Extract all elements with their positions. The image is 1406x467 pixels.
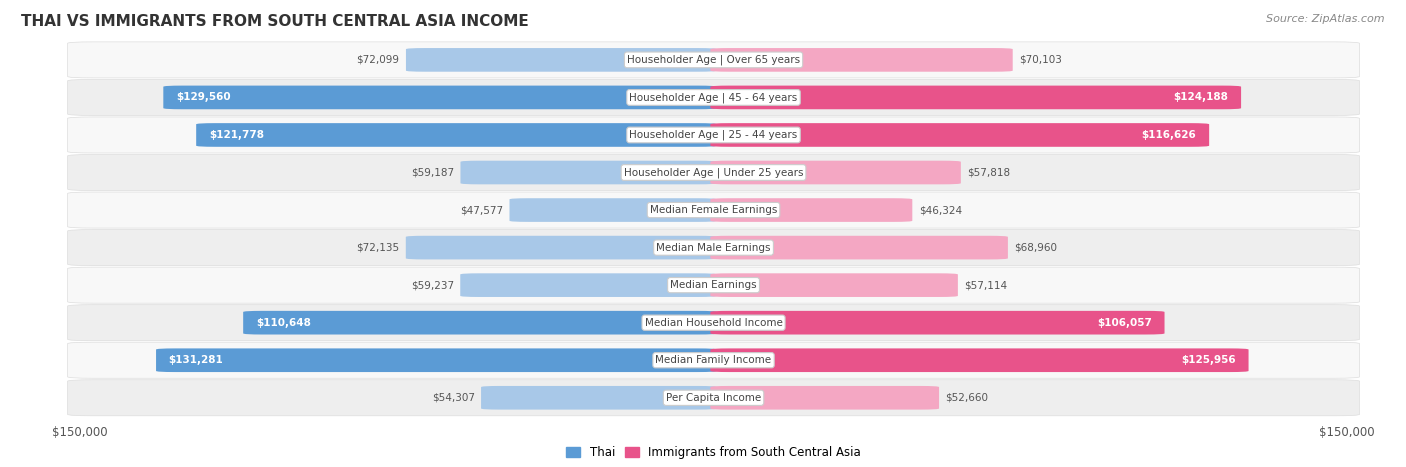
Text: Source: ZipAtlas.com: Source: ZipAtlas.com <box>1267 14 1385 24</box>
Text: Median Female Earnings: Median Female Earnings <box>650 205 778 215</box>
Text: $106,057: $106,057 <box>1097 318 1152 328</box>
FancyBboxPatch shape <box>67 192 1360 228</box>
Text: Householder Age | Under 25 years: Householder Age | Under 25 years <box>624 167 803 178</box>
Text: Median Household Income: Median Household Income <box>644 318 783 328</box>
FancyBboxPatch shape <box>710 123 1209 147</box>
FancyBboxPatch shape <box>67 117 1360 153</box>
FancyBboxPatch shape <box>406 48 717 72</box>
Legend: Thai, Immigrants from South Central Asia: Thai, Immigrants from South Central Asia <box>561 442 866 464</box>
Text: $52,660: $52,660 <box>945 393 988 403</box>
Text: $124,188: $124,188 <box>1174 92 1229 102</box>
Text: $59,187: $59,187 <box>411 168 454 177</box>
FancyBboxPatch shape <box>243 311 717 334</box>
FancyBboxPatch shape <box>710 48 1012 72</box>
Text: THAI VS IMMIGRANTS FROM SOUTH CENTRAL ASIA INCOME: THAI VS IMMIGRANTS FROM SOUTH CENTRAL AS… <box>21 14 529 29</box>
Text: $57,114: $57,114 <box>965 280 1007 290</box>
FancyBboxPatch shape <box>710 236 1008 260</box>
Text: Median Earnings: Median Earnings <box>671 280 756 290</box>
Text: Median Male Earnings: Median Male Earnings <box>657 242 770 253</box>
FancyBboxPatch shape <box>67 304 1360 341</box>
Text: $110,648: $110,648 <box>256 318 311 328</box>
Text: $125,956: $125,956 <box>1181 355 1236 365</box>
FancyBboxPatch shape <box>156 348 717 372</box>
FancyBboxPatch shape <box>710 273 957 297</box>
Text: Householder Age | Over 65 years: Householder Age | Over 65 years <box>627 55 800 65</box>
Text: $121,778: $121,778 <box>209 130 264 140</box>
FancyBboxPatch shape <box>509 198 717 222</box>
FancyBboxPatch shape <box>710 311 1164 334</box>
FancyBboxPatch shape <box>710 161 960 184</box>
Text: $46,324: $46,324 <box>918 205 962 215</box>
Text: Median Family Income: Median Family Income <box>655 355 772 365</box>
Text: $131,281: $131,281 <box>169 355 224 365</box>
FancyBboxPatch shape <box>710 386 939 410</box>
Text: $129,560: $129,560 <box>176 92 231 102</box>
FancyBboxPatch shape <box>67 79 1360 115</box>
Text: $116,626: $116,626 <box>1142 130 1197 140</box>
FancyBboxPatch shape <box>67 342 1360 378</box>
FancyBboxPatch shape <box>67 42 1360 78</box>
FancyBboxPatch shape <box>406 236 717 260</box>
FancyBboxPatch shape <box>67 155 1360 191</box>
Text: $72,135: $72,135 <box>356 242 399 253</box>
Text: $68,960: $68,960 <box>1014 242 1057 253</box>
Text: $72,099: $72,099 <box>357 55 399 65</box>
Text: Householder Age | 45 - 64 years: Householder Age | 45 - 64 years <box>630 92 797 103</box>
FancyBboxPatch shape <box>710 85 1241 109</box>
FancyBboxPatch shape <box>710 198 912 222</box>
FancyBboxPatch shape <box>197 123 717 147</box>
FancyBboxPatch shape <box>67 380 1360 416</box>
FancyBboxPatch shape <box>163 85 717 109</box>
Text: $59,237: $59,237 <box>411 280 454 290</box>
Text: $57,818: $57,818 <box>967 168 1011 177</box>
FancyBboxPatch shape <box>461 161 717 184</box>
FancyBboxPatch shape <box>460 273 717 297</box>
FancyBboxPatch shape <box>710 348 1249 372</box>
Text: $54,307: $54,307 <box>432 393 475 403</box>
FancyBboxPatch shape <box>67 230 1360 266</box>
Text: $70,103: $70,103 <box>1019 55 1062 65</box>
Text: Per Capita Income: Per Capita Income <box>666 393 761 403</box>
FancyBboxPatch shape <box>67 267 1360 303</box>
FancyBboxPatch shape <box>481 386 717 410</box>
Text: Householder Age | 25 - 44 years: Householder Age | 25 - 44 years <box>630 130 797 140</box>
Text: $47,577: $47,577 <box>460 205 503 215</box>
